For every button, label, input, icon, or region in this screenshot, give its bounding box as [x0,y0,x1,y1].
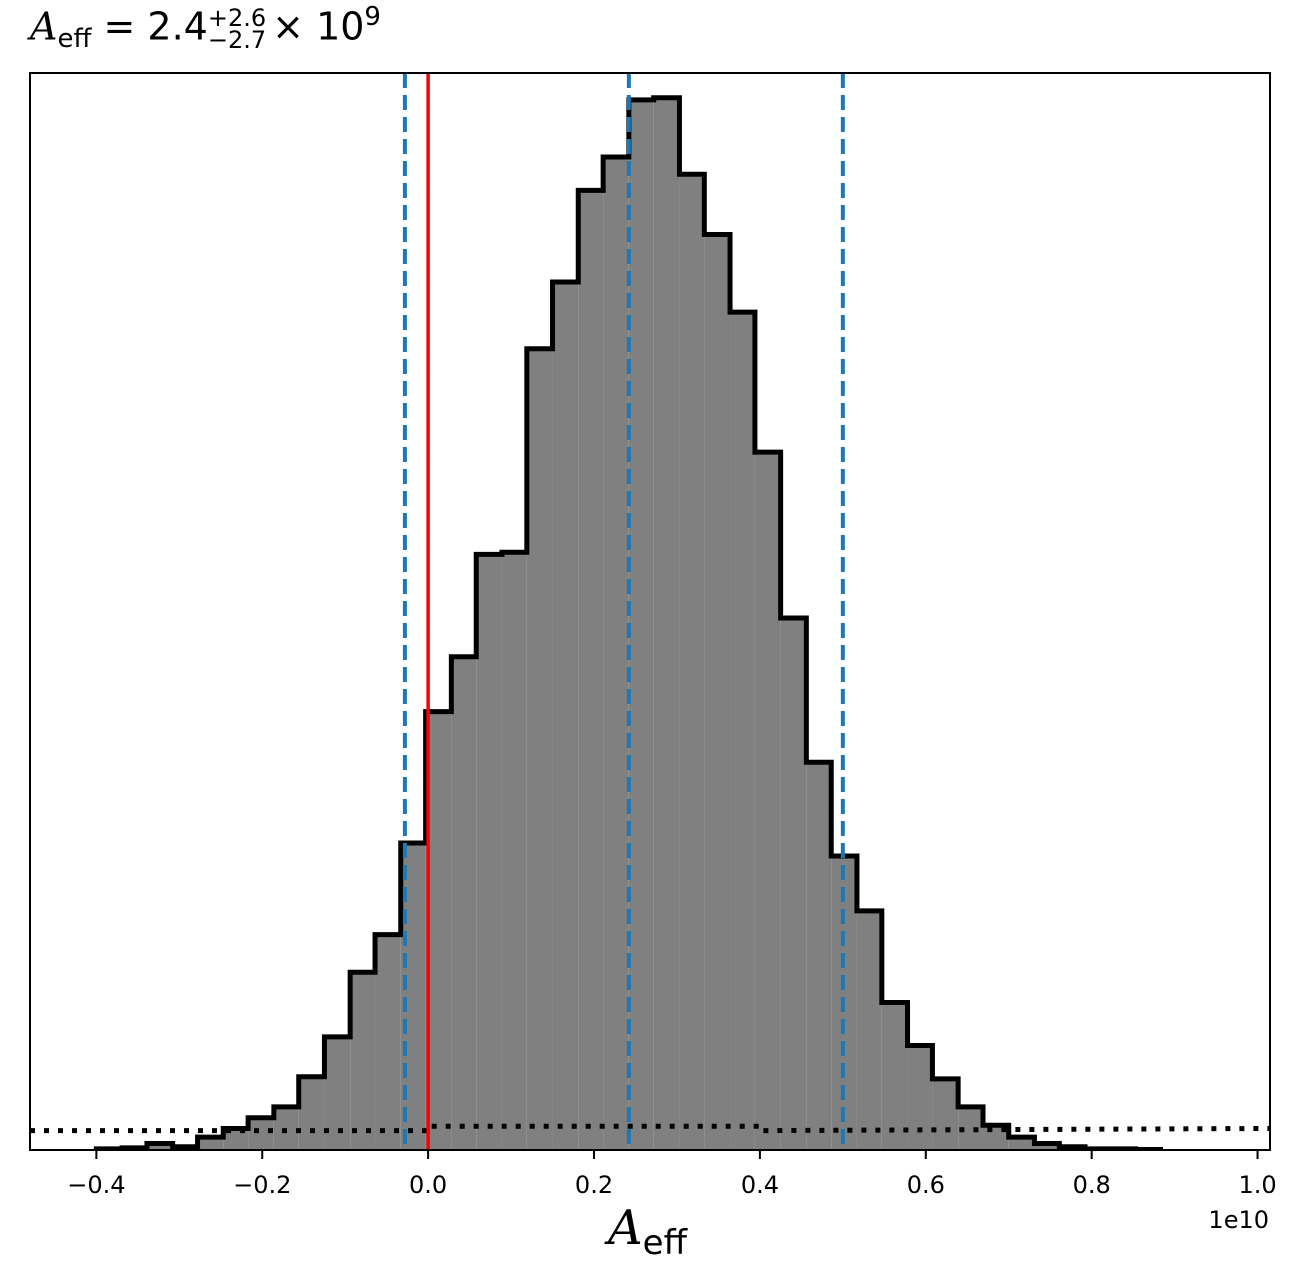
histogram-bar [578,190,604,1150]
histogram-bar [653,97,680,1150]
title-times: × [272,4,304,49]
title-exponent: 9 [364,2,381,32]
title-base: 10 [316,4,365,49]
histogram-bar [932,1078,959,1150]
title-lower-error: −2.7 [207,25,267,54]
x-tick-label: 0.8 [1073,1171,1111,1199]
histogram-bar [856,910,882,1150]
x-tick-label: 0.6 [907,1171,945,1199]
histogram-bar [806,762,832,1150]
histogram-bar [451,656,477,1150]
histogram-bar [375,934,401,1150]
histogram-bar [298,1076,325,1150]
histogram-bar [501,552,527,1150]
title-value: 2.4 [147,4,208,49]
histogram-bar [1034,1143,1060,1150]
histogram-bar [223,1128,249,1150]
title-errors: +2.6 −2.7 [207,3,267,54]
x-tick-label: 1.0 [1238,1171,1276,1199]
x-tick-label: 0.2 [575,1171,613,1199]
histogram-bar [881,1002,908,1150]
title-subscript: eff [57,24,92,55]
histogram-bar [197,1137,224,1150]
title-upper-error: +2.6 [207,3,267,32]
histogram-bar [248,1117,274,1150]
xlabel-subscript: eff [642,1223,688,1264]
title-equals: = [103,4,136,49]
histogram-bar [679,174,705,1150]
histogram-bar [704,234,731,1150]
histogram-bar [754,452,781,1150]
histogram-bar [907,1045,933,1150]
x-tick-label: −0.2 [233,1171,291,1199]
histogram-bar [780,617,807,1150]
title-symbol: A [30,4,58,49]
histogram-bar [603,157,629,1150]
axes-frame [29,72,1271,1151]
xlabel-symbol: A [608,1200,643,1256]
histogram-bar [730,312,755,1150]
x-tick-label: 0.0 [409,1171,447,1199]
histogram-bar [1008,1137,1035,1150]
x-axis-label: Aeff [608,1204,687,1260]
x-tick-label: 0.4 [741,1171,779,1199]
histogram-bar [526,348,553,1150]
histogram-bar [552,281,579,1150]
histogram-bar [425,711,452,1150]
x-axis-offset-label: 1e10 [1208,1206,1269,1234]
histogram-outline [93,95,1164,1150]
histogram-bar [350,972,376,1150]
x-tick-label: −0.4 [67,1171,125,1199]
histogram-bar [146,1143,173,1150]
chart-title: Aeff = 2.4 +2.6 −2.7 × 109 [30,4,381,52]
histogram-bar [476,554,502,1150]
histogram-bar [628,99,654,1150]
